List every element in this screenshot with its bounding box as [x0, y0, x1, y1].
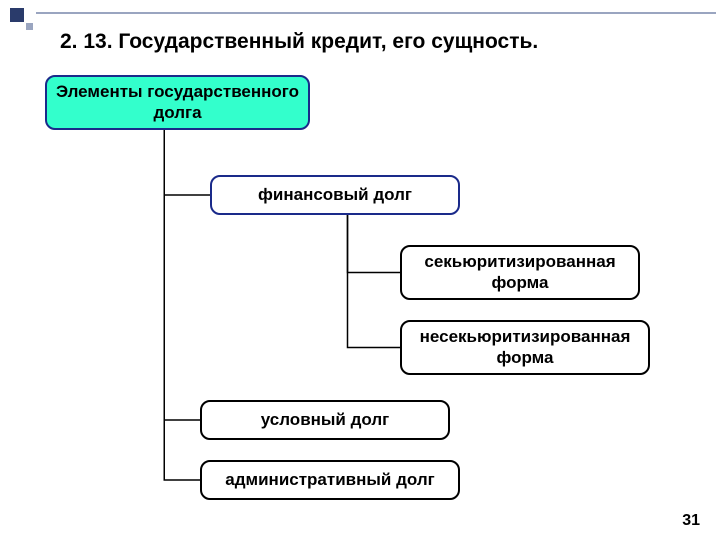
connector: [164, 130, 200, 480]
node-cond: условный долг: [200, 400, 450, 440]
connector: [164, 130, 200, 420]
node-root: Элементы государственного долга: [45, 75, 310, 130]
page-number: 31: [682, 512, 700, 530]
node-unsec: несекьюритизированная форма: [400, 320, 650, 375]
connector: [348, 215, 401, 273]
node-sec: секьюритизированная форма: [400, 245, 640, 300]
connector: [348, 215, 401, 348]
connector: [164, 130, 210, 195]
slide-title: 2. 13. Государственный кредит, его сущно…: [60, 30, 538, 54]
node-admin: административный долг: [200, 460, 460, 500]
slide-decoration: [10, 8, 24, 27]
node-fin: финансовый долг: [210, 175, 460, 215]
